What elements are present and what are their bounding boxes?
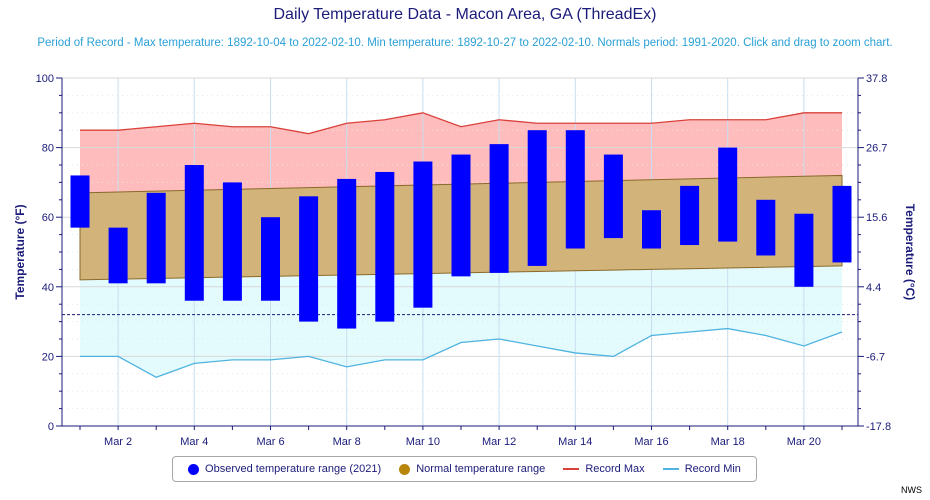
observed-bar: [642, 210, 661, 249]
legend-label-record-min: Record Min: [684, 463, 741, 475]
y-tick-label: 80: [42, 143, 54, 155]
credit-label: NWS: [901, 485, 922, 495]
observed-bar: [451, 154, 471, 277]
observed-bar: [527, 130, 547, 266]
y-right-tick-label: 37.8: [866, 73, 887, 85]
x-tick-label: Mar 14: [558, 436, 592, 448]
observed-bar: [375, 171, 395, 322]
legend: Observed temperature range (2021) Normal…: [172, 456, 757, 482]
observed-bar: [603, 154, 623, 239]
x-tick-label: Mar 8: [333, 436, 361, 448]
observed-bar: [718, 147, 738, 242]
observed-bar: [565, 130, 585, 249]
x-tick-label: Mar 2: [104, 436, 132, 448]
chart-title: Daily Temperature Data - Macon Area, GA …: [273, 6, 657, 23]
observed-bar: [108, 227, 128, 284]
observed-bar: [337, 178, 357, 329]
legend-label-record-max: Record Max: [585, 463, 645, 475]
observed-bar: [146, 192, 166, 284]
observed-bar: [832, 185, 852, 263]
x-tick-label: Mar 10: [406, 436, 440, 448]
observed-bar: [489, 144, 509, 273]
x-tick-label: Mar 6: [256, 436, 284, 448]
observed-bar: [299, 196, 319, 322]
chart-subtitle: Period of Record - Max temperature: 1892…: [37, 37, 893, 49]
observed-bars: [70, 130, 852, 329]
x-tick-label: Mar 20: [787, 436, 821, 448]
y-right-tick-label: 15.6: [866, 212, 887, 224]
y-tick-label: 60: [42, 212, 54, 224]
y-right-tick-label: -6.7: [866, 351, 885, 363]
legend-label-normal: Normal temperature range: [416, 463, 546, 475]
legend-item-record-min[interactable]: Record Min: [662, 463, 741, 475]
legend-label-observed: Observed temperature range (2021): [205, 463, 382, 475]
observed-bar: [413, 161, 433, 308]
y-right-tick-label: -17.8: [866, 421, 891, 433]
observed-bar: [680, 185, 700, 246]
normal-swatch-icon: [399, 463, 411, 475]
x-tick-label: Mar 4: [180, 436, 208, 448]
observed-bar: [794, 213, 814, 287]
y-right-tick-label: 26.7: [866, 143, 887, 155]
y-tick-label: 100: [36, 73, 54, 85]
y-axis-title-right: Temperature (°C): [903, 204, 917, 301]
legend-item-normal[interactable]: Normal temperature range: [399, 463, 545, 475]
observed-bar: [756, 199, 776, 256]
record-min-swatch-icon: [662, 468, 679, 470]
observed-bar: [70, 175, 90, 228]
y-right-tick-label: 4.4: [866, 282, 881, 294]
observed-bar: [222, 182, 242, 301]
record-lines: [80, 112, 843, 378]
x-tick-label: Mar 16: [634, 436, 668, 448]
x-tick-label: Mar 18: [711, 436, 745, 448]
observed-bar: [184, 165, 204, 301]
record-max-line: [80, 112, 842, 135]
observed-bar: [261, 217, 280, 301]
record-min-line: [80, 327, 843, 378]
y-tick-label: 20: [42, 351, 54, 363]
observed-swatch-icon: [188, 463, 200, 475]
y-tick-label: 40: [42, 282, 54, 294]
y-axis-title-left: Temperature (°F): [13, 204, 27, 299]
record-max-swatch-icon: [563, 468, 580, 470]
legend-item-observed[interactable]: Observed temperature range (2021): [188, 463, 381, 475]
legend-item-record-max[interactable]: Record Max: [563, 463, 645, 475]
y-tick-label: 0: [48, 421, 54, 433]
x-tick-label: Mar 12: [482, 436, 516, 448]
axes: 0 -17.8 20 -6.7 40 4.4 60 15.6 80 26.7 100 37.8 Mar …: [36, 73, 891, 448]
